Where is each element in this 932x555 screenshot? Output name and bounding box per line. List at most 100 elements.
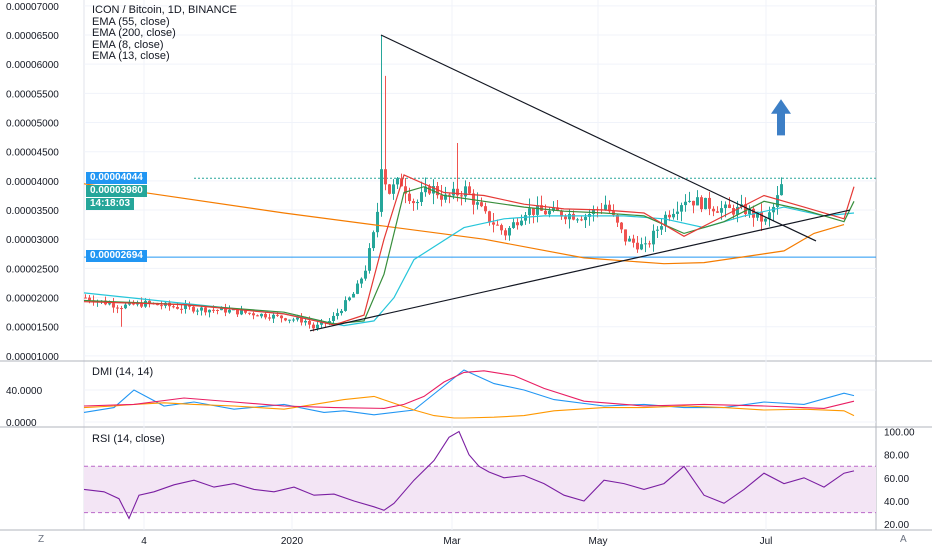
candle-body	[568, 213, 571, 220]
candle-body	[332, 315, 335, 322]
candle-body	[656, 229, 659, 231]
candle-body	[312, 324, 315, 329]
adx-line	[83, 370, 855, 409]
candle-body	[160, 305, 163, 307]
candle-body	[636, 242, 639, 250]
time-axis-label: Mar	[443, 536, 461, 547]
legend-ema200[interactable]: EMA (200, close)	[92, 27, 176, 39]
candle-body	[640, 244, 643, 250]
candle-body	[252, 313, 255, 316]
rsi-axis-label: 20.00	[884, 520, 909, 531]
candle-body	[548, 210, 551, 215]
candle-body	[148, 300, 151, 304]
legend-ema13[interactable]: EMA (13, close)	[92, 50, 170, 62]
candle-body	[356, 283, 359, 294]
symbol-title[interactable]: ICON / Bitcoin, 1D, BINANCE	[92, 4, 237, 16]
candle-body	[296, 317, 299, 320]
rsi-axis-label: 60.00	[884, 474, 909, 485]
candle-body	[652, 230, 655, 245]
candle-body	[368, 248, 371, 271]
candle-body	[580, 219, 583, 221]
legend-ema55[interactable]: EMA (55, close)	[92, 15, 170, 28]
candle-body	[124, 304, 127, 309]
candle-body	[120, 308, 123, 310]
descending-trendline	[380, 34, 817, 242]
candle-body	[716, 211, 719, 213]
price-tag-close: 0.00003980	[86, 185, 147, 197]
candle-body	[348, 297, 351, 301]
candle-body	[648, 243, 651, 245]
ascending-trendline	[309, 209, 851, 332]
candle-body	[416, 201, 419, 204]
candle-body	[344, 300, 347, 311]
candle-body	[592, 209, 595, 215]
candle-body	[696, 197, 699, 206]
candle-body	[284, 318, 287, 321]
candle-body	[700, 197, 703, 210]
candle-body	[664, 214, 667, 227]
candle-body	[392, 184, 395, 194]
candle-body	[236, 309, 239, 315]
candle-body	[628, 238, 631, 242]
candle-body	[112, 303, 115, 308]
ema-200-line	[83, 183, 845, 265]
candle-body	[440, 195, 443, 200]
candle-body	[660, 226, 663, 230]
candle-body	[408, 193, 411, 202]
candle-body	[744, 204, 747, 215]
rsi-axis-label: 40.00	[884, 497, 909, 508]
zoom-button[interactable]: Z	[38, 534, 45, 545]
price-axis-label: 0.00006500	[6, 31, 59, 42]
candle-body	[604, 204, 607, 210]
dmi-pane-title[interactable]: DMI (14, 14)	[92, 366, 154, 378]
candle-body	[444, 194, 447, 200]
dmi-axis-label: 0.0000	[6, 418, 37, 429]
auto-scale-button[interactable]: A	[900, 534, 907, 545]
candle-body	[420, 192, 423, 202]
candle-body	[556, 207, 559, 211]
price-axis-label: 0.00001000	[6, 352, 59, 363]
candle-body	[316, 324, 319, 329]
rsi-pane-title[interactable]: RSI (14, close)	[92, 433, 165, 445]
candle-body	[336, 313, 339, 316]
time-axis-label: 2020	[281, 536, 304, 547]
price-tag-countdown: 14:18:03	[86, 198, 135, 210]
candle-body	[404, 186, 407, 194]
candle-body	[196, 310, 199, 312]
candle-body	[228, 309, 231, 313]
candle-body	[384, 169, 387, 185]
candle-body	[292, 319, 295, 321]
candle-body	[372, 232, 375, 249]
candle-body	[436, 186, 439, 196]
candle-body	[724, 204, 727, 209]
candle-body	[472, 193, 475, 205]
candle-body	[712, 208, 715, 212]
candle-body	[256, 315, 259, 317]
candle-body	[608, 204, 611, 212]
candle-body	[488, 211, 491, 223]
candle-body	[320, 321, 323, 325]
candle-body	[624, 229, 627, 242]
ema-8-line	[83, 174, 855, 326]
candle-body	[492, 222, 495, 225]
candle-body	[720, 208, 723, 213]
candle-body	[544, 210, 547, 215]
candle-body	[84, 297, 87, 299]
legend-ema8[interactable]: EMA (8, close)	[92, 38, 164, 51]
time-axis-label: 4	[141, 536, 147, 547]
candle-body	[244, 310, 247, 313]
candle-body	[540, 205, 543, 211]
candle-body	[520, 220, 523, 226]
candle-body	[684, 201, 687, 206]
candle-body	[776, 195, 779, 207]
candle-body	[480, 202, 483, 207]
candle-body	[760, 211, 763, 222]
candle-body	[240, 310, 243, 315]
candle-body	[380, 169, 383, 212]
price-axis-label: 0.00003500	[6, 206, 59, 217]
candle-body	[304, 320, 307, 323]
candle-body	[352, 293, 355, 298]
candle-body	[176, 306, 179, 309]
